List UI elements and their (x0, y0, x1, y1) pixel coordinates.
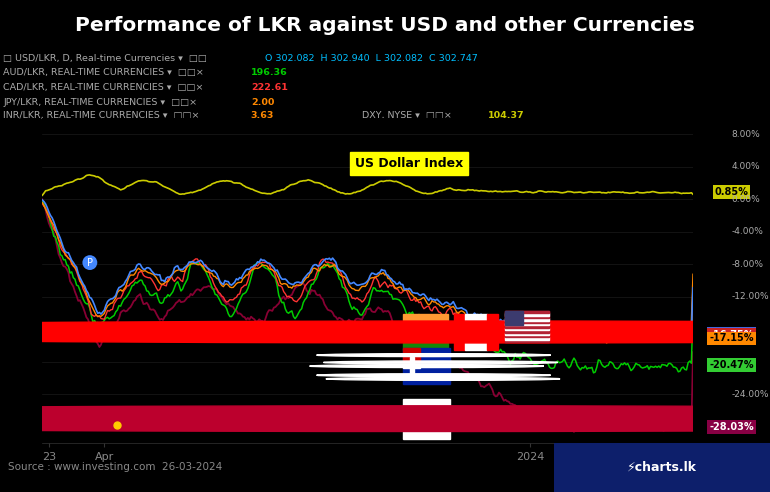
Text: Source : www.investing.com  26-03-2024: Source : www.investing.com 26-03-2024 (8, 462, 222, 472)
Text: -16.60%: -16.60% (709, 329, 754, 339)
Text: Performance of LKR against USD and other Currencies: Performance of LKR against USD and other… (75, 16, 695, 35)
Text: -8.00%: -8.00% (732, 260, 764, 269)
Bar (403, 314, 447, 326)
Circle shape (310, 365, 544, 368)
Text: DXY, NYSE ▾  □□×: DXY, NYSE ▾ □□× (363, 111, 452, 120)
Text: 0.00%: 0.00% (732, 195, 760, 204)
Bar (505, 328, 549, 330)
Circle shape (316, 374, 551, 377)
Text: 222.61: 222.61 (251, 83, 288, 92)
Text: US Dollar Index: US Dollar Index (355, 157, 463, 170)
Text: CAD/LKR, REAL-TIME CURRENCIES ▾  □□×: CAD/LKR, REAL-TIME CURRENCIES ▾ □□× (4, 83, 204, 92)
Bar (505, 313, 549, 316)
Text: 3.63: 3.63 (251, 111, 274, 120)
Bar (505, 321, 549, 323)
Text: -20.47%: -20.47% (709, 361, 754, 370)
Bar (487, 314, 498, 350)
Text: -4.00%: -4.00% (732, 227, 763, 236)
Bar (505, 323, 549, 325)
Bar (403, 399, 450, 439)
Bar (505, 311, 549, 313)
Circle shape (0, 321, 770, 343)
Circle shape (316, 354, 551, 357)
Text: 2.00: 2.00 (251, 97, 274, 107)
Circle shape (326, 377, 560, 380)
Bar (465, 314, 487, 350)
Bar (403, 338, 447, 350)
Text: O 302.082  H 302.940  L 302.082  C 302.747: O 302.082 H 302.940 L 302.082 C 302.747 (265, 54, 477, 63)
Bar (505, 340, 549, 342)
Text: 104.37: 104.37 (488, 111, 524, 120)
Bar (410, 357, 413, 375)
Text: 8.00%: 8.00% (732, 130, 760, 139)
Text: -12.00%: -12.00% (732, 292, 769, 301)
Bar (505, 335, 549, 338)
Text: □ USD/LKR, D, Real-time Currencies ▾  □□: □ USD/LKR, D, Real-time Currencies ▾ □□ (4, 54, 207, 63)
Bar (505, 316, 549, 318)
Bar (505, 311, 549, 342)
Text: ⚡charts.lk: ⚡charts.lk (628, 461, 697, 474)
Bar (505, 325, 549, 328)
Bar (403, 348, 450, 384)
Bar (454, 314, 465, 350)
Text: -24.00%: -24.00% (732, 390, 769, 399)
Text: -17.15%: -17.15% (709, 334, 754, 343)
Text: -28.03%: -28.03% (709, 422, 754, 432)
Text: 4.00%: 4.00% (732, 162, 760, 171)
Text: 0.85%: 0.85% (715, 187, 748, 197)
Bar (403, 364, 420, 368)
Bar (554, 443, 770, 492)
Text: P: P (87, 258, 93, 268)
Bar (505, 338, 549, 340)
Text: -16.75%: -16.75% (709, 330, 754, 340)
Text: INR/LKR, REAL-TIME CURRENCIES ▾  □□×: INR/LKR, REAL-TIME CURRENCIES ▾ □□× (4, 111, 200, 120)
Circle shape (323, 361, 557, 364)
Bar (505, 318, 549, 321)
Bar (505, 311, 523, 325)
Bar (403, 326, 447, 338)
Text: AUD/LKR, REAL-TIME CURRENCIES ▾  □□×: AUD/LKR, REAL-TIME CURRENCIES ▾ □□× (4, 68, 204, 77)
Bar (505, 330, 549, 333)
Text: 196.36: 196.36 (251, 68, 288, 77)
Circle shape (0, 406, 770, 431)
Text: JPY/LKR, REAL-TIME CURRENCIES ▾  □□×: JPY/LKR, REAL-TIME CURRENCIES ▾ □□× (4, 97, 198, 107)
Bar (403, 348, 420, 366)
Circle shape (74, 328, 770, 337)
Bar (505, 333, 549, 335)
